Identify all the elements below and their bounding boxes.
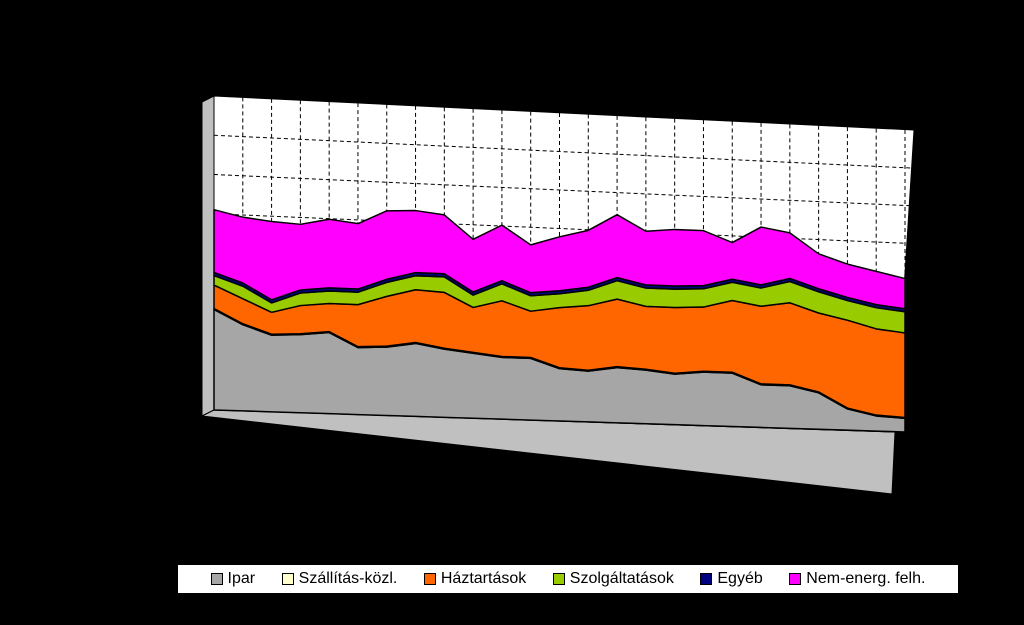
legend-item-1: Szállítás-közl.	[281, 570, 398, 588]
legend-label: Egyéb	[717, 570, 763, 587]
legend-item-4: Egyéb	[700, 570, 763, 588]
legend-swatch	[423, 573, 436, 585]
legend-label: Szolgáltatások	[569, 570, 674, 587]
legend-label: Háztartások	[440, 570, 527, 587]
legend-label: Nem-energ. felh.	[806, 570, 926, 587]
legend-item-2: Háztartások	[423, 570, 527, 588]
legend-label: Ipar	[227, 570, 256, 587]
legend-item-0: Ipar	[210, 570, 256, 588]
legend-swatch	[700, 573, 713, 585]
legend-swatch	[552, 573, 565, 585]
legend-swatch	[210, 573, 223, 585]
area-layers	[213, 208, 906, 433]
gridline-horizontal	[213, 174, 915, 207]
legend: Ipar Szállítás-közl. Háztartások Szolgáltat…	[178, 565, 958, 593]
legend-swatch	[789, 573, 802, 585]
legend-swatch	[281, 573, 294, 585]
legend-item-5: Nem-energ. felh.	[789, 570, 925, 588]
area-series-5	[213, 208, 906, 310]
legend-item-3: Szolgáltatások	[552, 570, 674, 588]
side-wall	[201, 95, 215, 417]
gridline-horizontal	[213, 134, 915, 169]
legend-label: Szállítás-közl.	[298, 570, 398, 587]
